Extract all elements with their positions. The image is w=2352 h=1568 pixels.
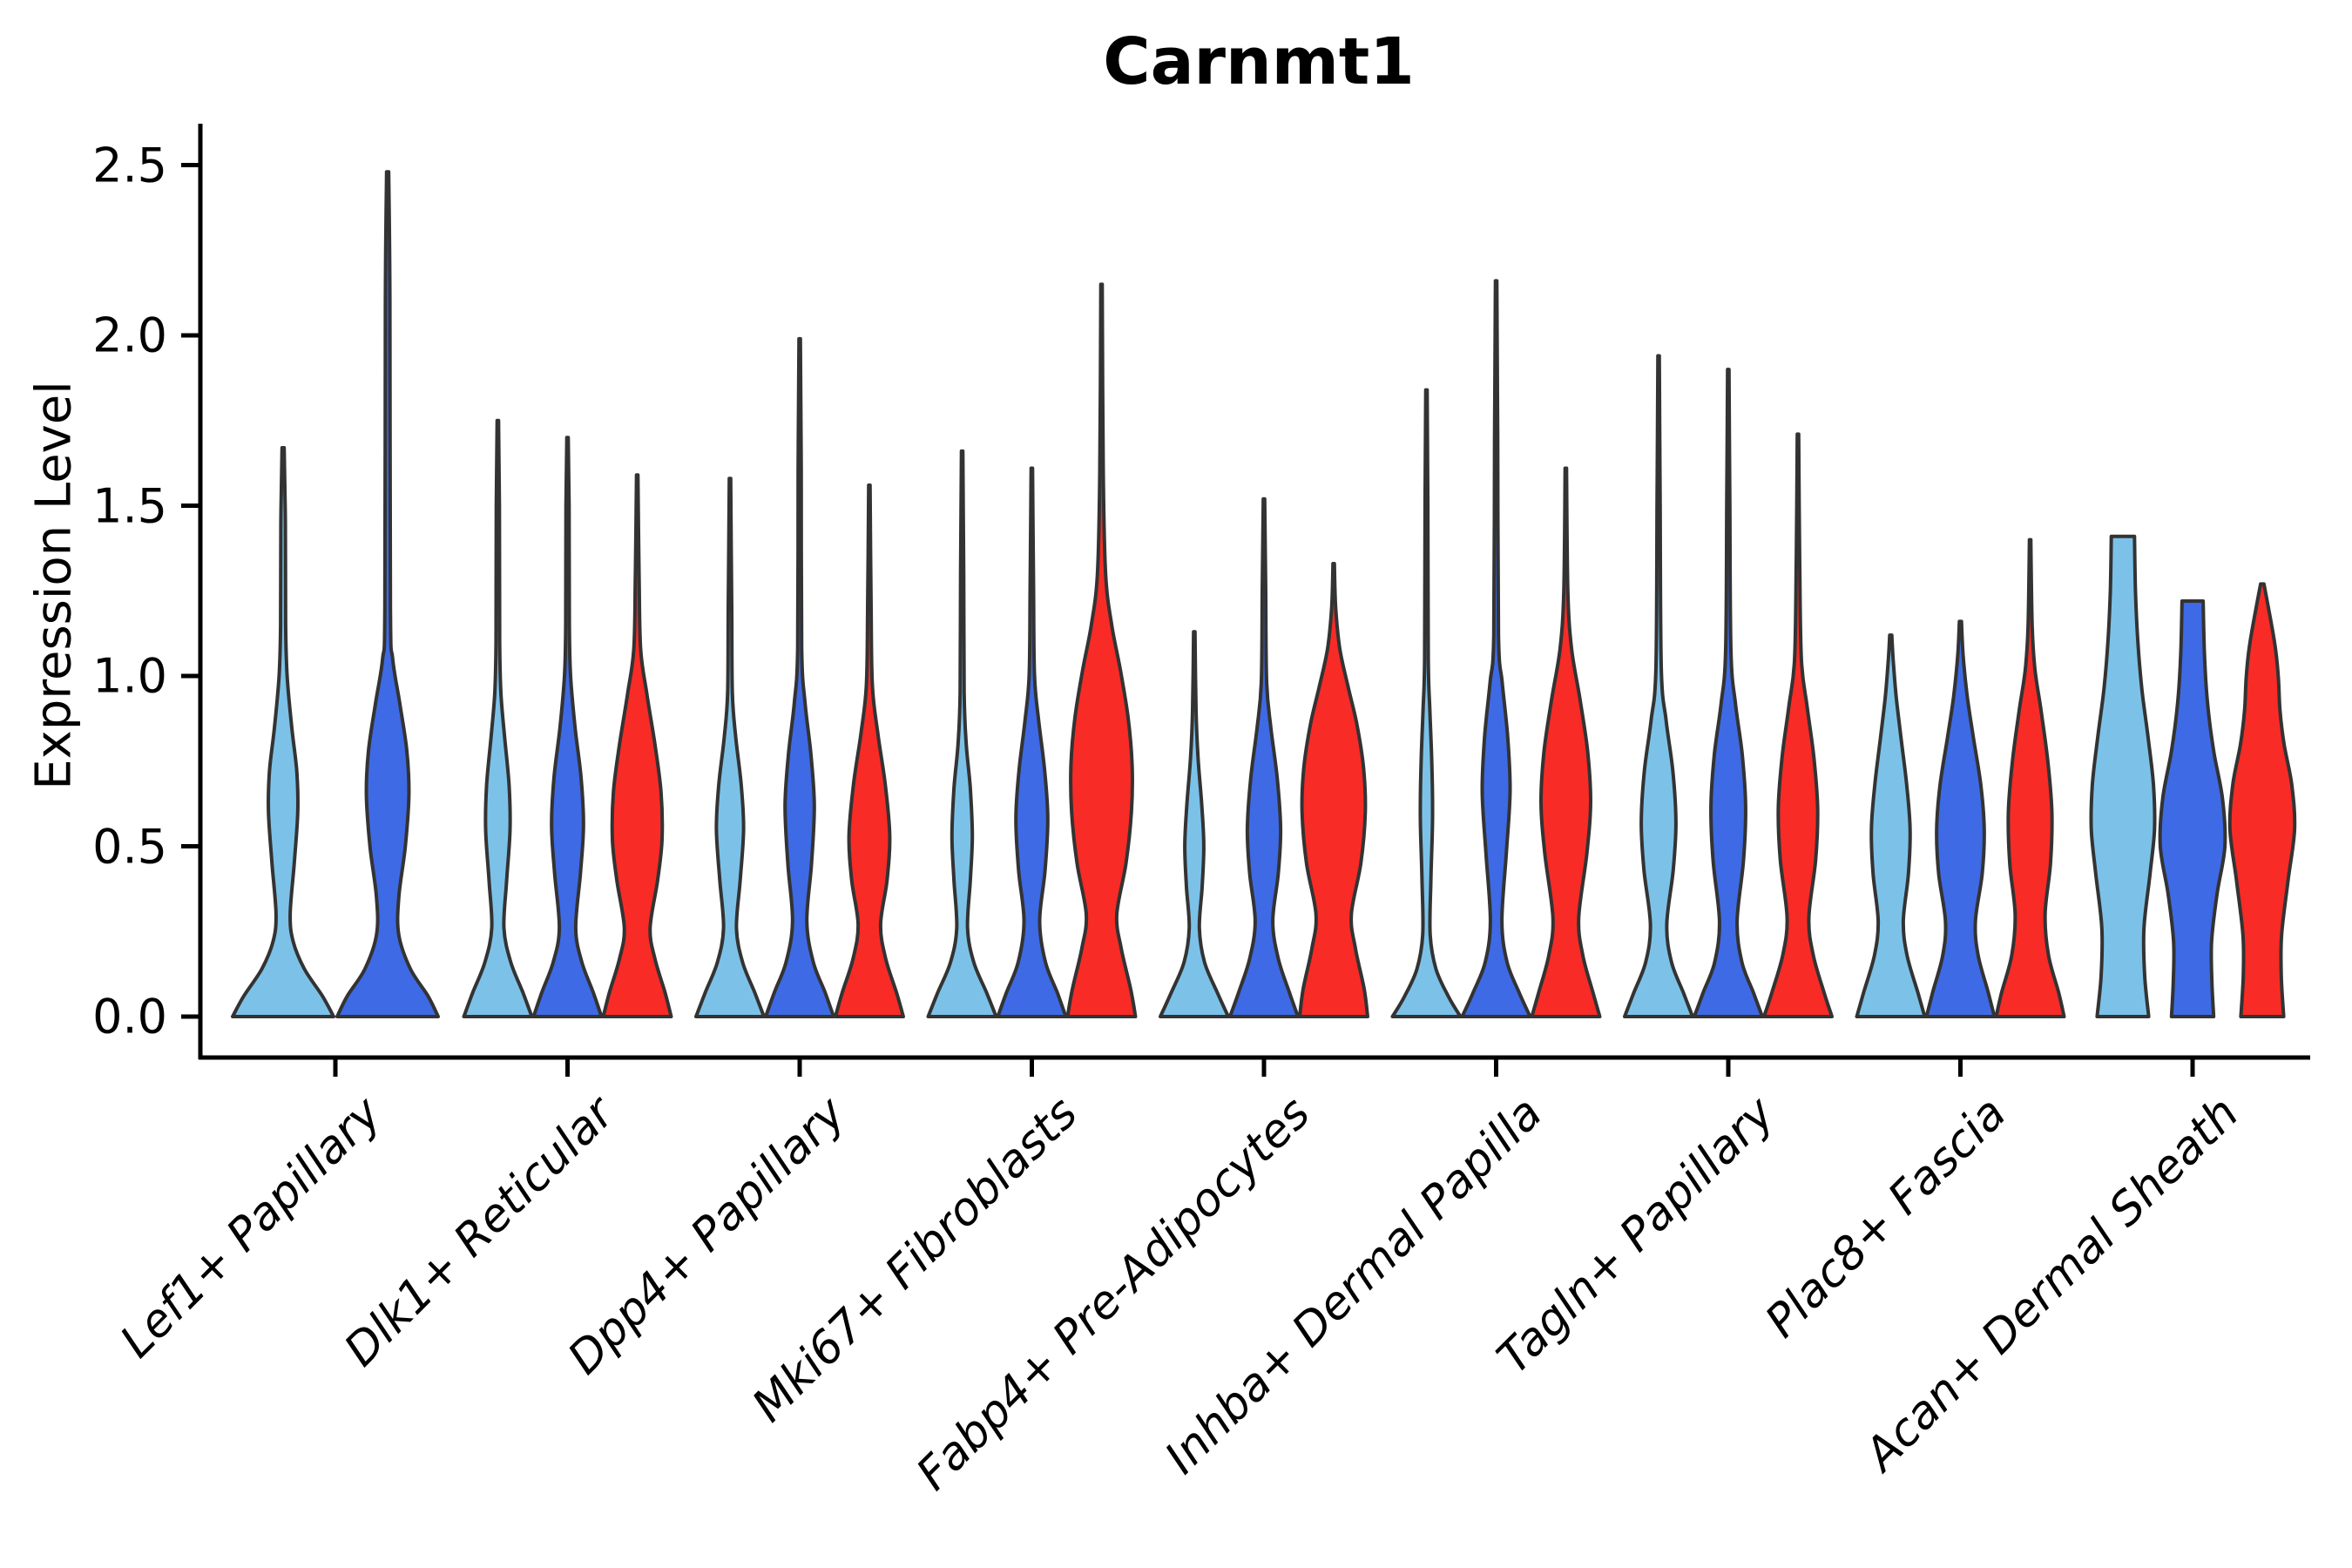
y-tick-label: 2.0: [92, 308, 167, 363]
y-tick-label: 0.5: [92, 819, 167, 874]
violin-dlk1-reticular-lightblue: [462, 418, 534, 1018]
violin-inhba-dermal-papilla-blue: [1460, 279, 1532, 1018]
violin-acan-dermal-sheath-red: [2227, 582, 2297, 1018]
violin-inhba-dermal-papilla-lightblue: [1390, 388, 1463, 1018]
violin-dpp4-papillary-lightblue: [694, 476, 766, 1018]
violin-inhba-dermal-papilla-red: [1530, 466, 1602, 1018]
violin-dlk1-reticular-blue: [531, 436, 604, 1018]
violin-plac8-fascia-blue: [1924, 619, 1997, 1018]
violin-tagln-papillary-blue: [1693, 368, 1764, 1018]
violin-dpp4-papillary-red: [834, 483, 905, 1018]
violin-plac8-fascia-lightblue: [1855, 633, 1927, 1018]
chart-title: Carnmt1: [1103, 24, 1415, 99]
y-tick-label: 1.5: [92, 478, 167, 533]
violin-fabp4-pre-adipocytes-blue: [1228, 497, 1300, 1018]
violin-dpp4-papillary-blue: [764, 336, 835, 1018]
y-tick-label: 2.5: [92, 138, 167, 193]
violin-lef1-papillary-blue: [335, 170, 440, 1018]
violin-tagln-papillary-red: [1762, 432, 1834, 1018]
violin-mki67-fibroblasts-lightblue: [926, 449, 998, 1018]
violin-dlk1-reticular-red: [601, 473, 673, 1018]
violin-tagln-papillary-lightblue: [1623, 354, 1694, 1018]
y-axis-label: Expression Level: [25, 381, 83, 790]
y-tick-label: 1.0: [92, 648, 167, 704]
violin-mki67-fibroblasts-red: [1065, 282, 1138, 1018]
violin-mki67-fibroblasts-blue: [996, 466, 1068, 1018]
violin-fabp4-pre-adipocytes-lightblue: [1159, 630, 1230, 1018]
y-tick-label: 0.0: [92, 989, 167, 1044]
violin-plac8-fascia-red: [1994, 537, 2066, 1018]
violin-acan-dermal-sheath-lightblue: [2089, 534, 2157, 1018]
violin-acan-dermal-sheath-blue: [2158, 599, 2227, 1018]
violin-fabp4-pre-adipocytes-red: [1298, 562, 1369, 1018]
violin-lef1-papillary-lightblue: [231, 446, 335, 1018]
